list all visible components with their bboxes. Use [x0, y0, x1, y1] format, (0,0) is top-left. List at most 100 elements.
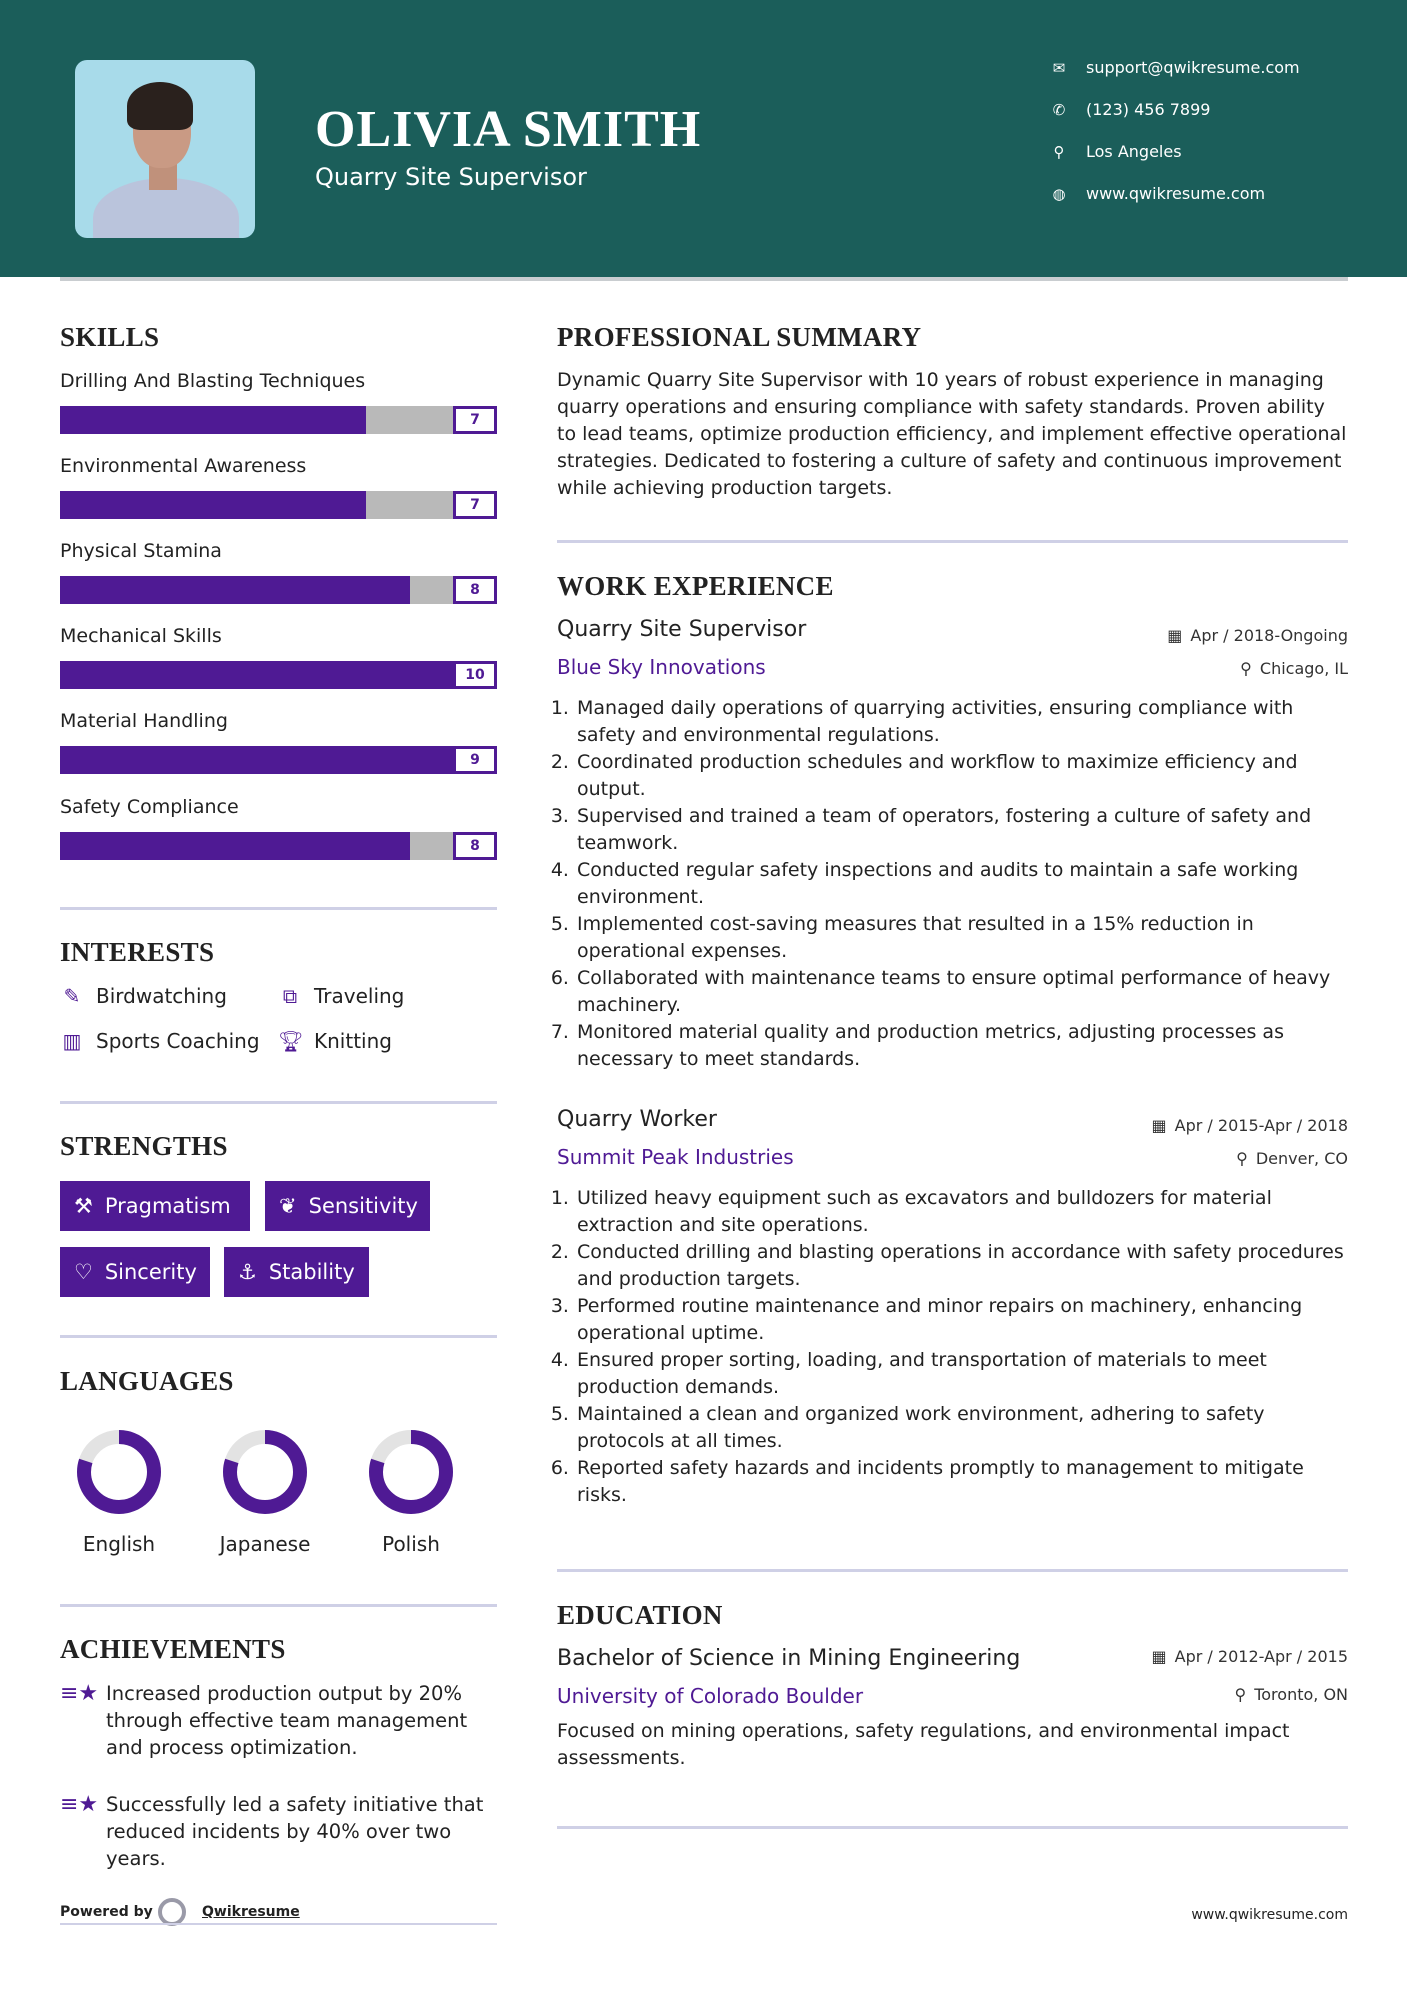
- interests-heading: INTERESTS: [60, 937, 215, 967]
- duty-item: Coordinated production schedules and wor…: [575, 749, 1348, 803]
- section-divider: [60, 1604, 497, 1607]
- skill-label: Drilling And Blasting Techniques: [60, 370, 366, 392]
- contact-email[interactable]: ✉ support@qwikresume.com: [1050, 58, 1300, 77]
- skill-rating: 10: [453, 661, 497, 689]
- strength-badge: ⚒ Pragmatism: [60, 1181, 250, 1231]
- footer-url[interactable]: www.qwikresume.com: [1191, 1907, 1348, 1923]
- achievements-heading: ACHIEVEMENTS: [60, 1634, 286, 1664]
- anchor-icon: ⚓: [238, 1260, 257, 1284]
- experience-heading: WORK EXPERIENCE: [557, 571, 834, 601]
- interest-label: Birdwatching: [96, 984, 227, 1008]
- language-donut-fill: [223, 1430, 307, 1514]
- job-location-text: Chicago, IL: [1259, 659, 1348, 678]
- contact-location-text: Los Angeles: [1086, 142, 1182, 161]
- strength-badge: ⚓ Stability: [224, 1247, 369, 1297]
- strength-label: Pragmatism: [104, 1194, 231, 1218]
- job-location-text: Denver, CO: [1255, 1149, 1348, 1168]
- interest-label: Sports Coaching: [96, 1029, 260, 1053]
- skill-bar-fill: [60, 576, 410, 604]
- school-name: University of Colorado Boulder: [557, 1684, 864, 1708]
- contact-email-text: support@qwikresume.com: [1086, 58, 1300, 77]
- language-label: Japanese: [219, 1532, 311, 1556]
- skill-bar: 10: [60, 661, 497, 689]
- skill-bar-fill: [60, 832, 410, 860]
- job-dates-text: Apr / 2018-Ongoing: [1190, 626, 1348, 645]
- section-divider: [557, 1826, 1348, 1829]
- gavel-icon: ⚒: [74, 1194, 93, 1218]
- duty-item: Conducted drilling and blasting operatio…: [575, 1239, 1348, 1293]
- duty-item: Performed routine maintenance and minor …: [575, 1293, 1348, 1347]
- education-dates-text: Apr / 2012-Apr / 2015: [1174, 1647, 1348, 1666]
- section-divider: [557, 1569, 1348, 1572]
- interest-item: ▥ Sports Coaching: [60, 1029, 260, 1053]
- skill-bar: 9: [60, 746, 497, 774]
- job-title: Quarry Worker: [557, 1107, 717, 1132]
- strength-label: Sensitivity: [308, 1194, 418, 1218]
- skill-bar-fill: [60, 491, 366, 519]
- job-location: ⚲ Chicago, IL: [1240, 659, 1348, 678]
- language-donut-fill: [77, 1430, 161, 1514]
- strength-badge: ❦ Sensitivity: [265, 1181, 430, 1231]
- language-donut-fill: [369, 1430, 453, 1514]
- duty-item: Supervised and trained a team of operato…: [575, 803, 1348, 857]
- languages-heading: LANGUAGES: [60, 1366, 234, 1396]
- job-dates-text: Apr / 2015-Apr / 2018: [1174, 1116, 1348, 1135]
- contact-phone-text: (123) 456 7899: [1086, 100, 1211, 119]
- contact-phone[interactable]: ✆ (123) 456 7899: [1050, 100, 1211, 119]
- language-donuts: [77, 1430, 453, 1514]
- skill-bar: 8: [60, 576, 497, 604]
- job-duties: Managed daily operations of quarrying ac…: [557, 695, 1348, 1073]
- calendar-icon: ▦: [1151, 1116, 1167, 1135]
- section-divider: [60, 1335, 497, 1338]
- leaf-icon: ❦: [279, 1194, 297, 1218]
- phone-icon: ✆: [1052, 100, 1066, 119]
- education-heading: EDUCATION: [557, 1600, 723, 1630]
- job-location: ⚲ Denver, CO: [1236, 1149, 1348, 1168]
- contact-website[interactable]: ◍ www.qwikresume.com: [1050, 184, 1265, 203]
- heart-icon: ♡: [74, 1260, 93, 1284]
- duty-item: Implemented cost-saving measures that re…: [575, 911, 1348, 965]
- trophy-icon: 🏆︎: [278, 1029, 304, 1053]
- candidate-name: OLIVIA SMITH: [315, 101, 702, 158]
- duty-item: Reported safety hazards and incidents pr…: [575, 1455, 1348, 1509]
- skill-rating: 8: [453, 576, 497, 604]
- skill-label: Safety Compliance: [60, 796, 239, 818]
- job-title: Quarry Site Supervisor: [557, 617, 807, 642]
- contact-location: ⚲ Los Angeles: [1050, 142, 1182, 161]
- skill-rating: 9: [453, 746, 497, 774]
- skill-label: Physical Stamina: [60, 540, 222, 562]
- duty-item: Managed daily operations of quarrying ac…: [575, 695, 1348, 749]
- strength-label: Stability: [268, 1260, 355, 1284]
- star-icon: ≡★: [60, 1681, 99, 1706]
- achievement-text: Increased production output by 20% throu…: [106, 1682, 468, 1759]
- education-dates: ▦ Apr / 2012-Apr / 2015: [1152, 1647, 1348, 1666]
- skill-bar: 7: [60, 406, 497, 434]
- duty-item: Collaborated with maintenance teams to e…: [575, 965, 1348, 1019]
- job-dates: ▦ Apr / 2018-Ongoing: [1167, 626, 1348, 645]
- interest-label: Traveling: [314, 984, 405, 1008]
- interest-item: ✎ Birdwatching: [60, 984, 227, 1008]
- job-duties: Utilized heavy equipment such as excavat…: [557, 1185, 1348, 1509]
- skill-bar-fill: [60, 661, 497, 689]
- strengths-heading: STRENGTHS: [60, 1131, 228, 1161]
- education-location: ⚲ Toronto, ON: [1234, 1685, 1348, 1704]
- section-divider: [557, 540, 1348, 543]
- strength-label: Sincerity: [104, 1260, 197, 1284]
- skill-bar-fill: [60, 406, 366, 434]
- skill-label: Mechanical Skills: [60, 625, 222, 647]
- qwikresume-link[interactable]: Qwikresume: [202, 1904, 300, 1920]
- achievement-item: ≡★ Increased production output by 20% thr…: [60, 1680, 497, 1761]
- education-location-text: Toronto, ON: [1254, 1685, 1348, 1704]
- language-label: Polish: [382, 1532, 440, 1556]
- duty-item: Maintained a clean and organized work en…: [575, 1401, 1348, 1455]
- summary-text: Dynamic Quarry Site Supervisor with 10 y…: [557, 369, 1347, 499]
- company-name: Blue Sky Innovations: [557, 655, 766, 679]
- education-description: Focused on mining operations, safety reg…: [557, 1720, 1290, 1769]
- interest-item: 🏆︎ Knitting: [278, 1029, 392, 1053]
- map-pin-icon: ⚲: [1053, 142, 1065, 161]
- duty-item: Monitored material quality and productio…: [575, 1019, 1348, 1073]
- company-name: Summit Peak Industries: [557, 1145, 794, 1169]
- pushpin-icon: ⚲: [1240, 659, 1252, 678]
- skill-label: Environmental Awareness: [60, 455, 307, 477]
- header-divider: [60, 277, 1348, 281]
